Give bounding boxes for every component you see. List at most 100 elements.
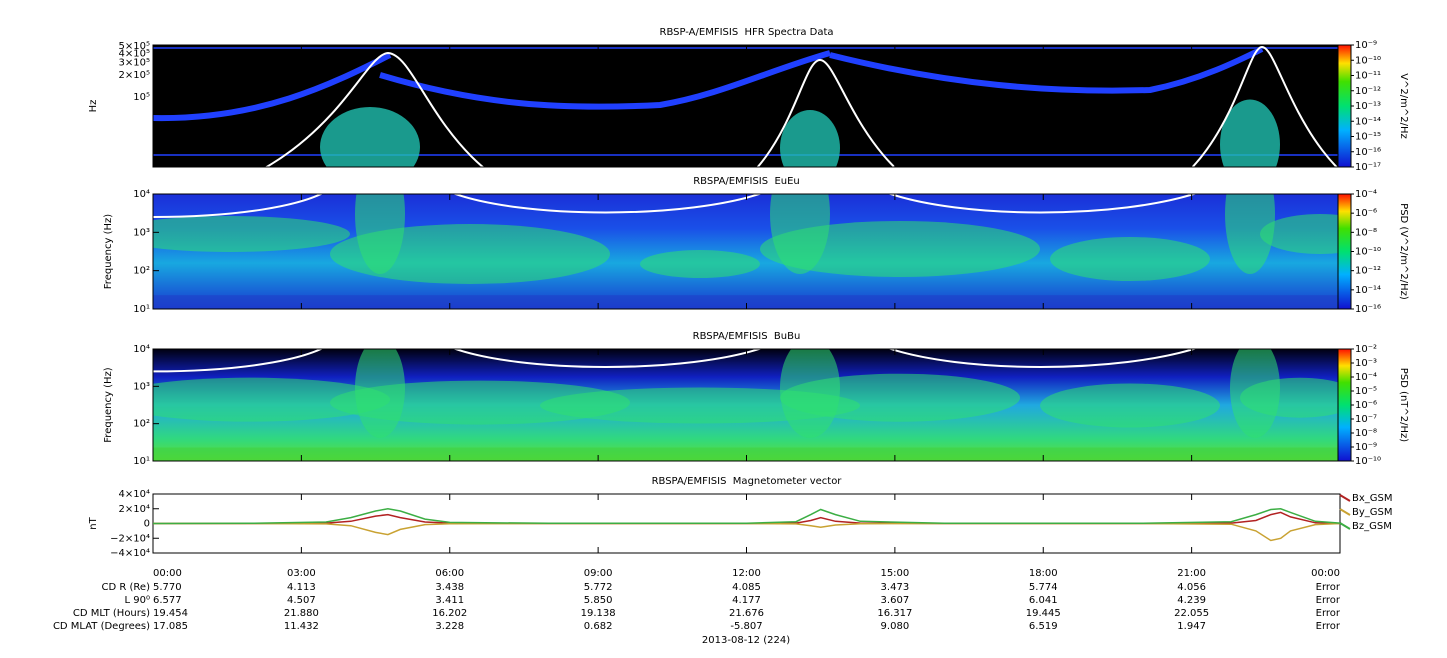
emission-blob <box>780 349 840 438</box>
y-tick-label: 10¹ <box>133 456 150 467</box>
series-line <box>153 522 1341 542</box>
y-tick-label: 2×10⁴ <box>119 504 150 515</box>
plasma-frequency-curve <box>264 45 1339 167</box>
colorbar-tick-label: 10⁻¹⁴ <box>1355 285 1381 296</box>
series-line <box>153 511 1341 525</box>
legend-label: Bx_GSM <box>1352 493 1393 504</box>
ephemeris-value: 3.411 <box>435 595 464 606</box>
colorbar-tick-label: 10⁻¹⁶ <box>1355 147 1381 158</box>
ephemeris-value: 4.507 <box>287 595 316 606</box>
ephemeris-value: 16.202 <box>432 608 467 619</box>
emission-blob <box>1225 194 1275 274</box>
x-tick-label: 21:00 <box>1177 568 1206 579</box>
spectrogram <box>153 349 1340 461</box>
colorbar-tick-label: 10⁻¹² <box>1355 86 1381 97</box>
emission-blob <box>153 377 390 422</box>
ephemeris-value: 0.682 <box>584 621 613 632</box>
ephemeris-value: Error <box>1316 621 1341 632</box>
colorbar-label: V^2/m^2/Hz <box>1398 73 1409 139</box>
ephemeris-label: CD MLAT (Degrees) <box>53 621 150 632</box>
colorbar-label: PSD (V^2/m^2/Hz) <box>1398 203 1409 300</box>
ephemeris-value: 17.085 <box>153 621 188 632</box>
ephemeris-value: 4.239 <box>1177 595 1206 606</box>
ephemeris-value: 19.138 <box>581 608 616 619</box>
colorbar-tick-label: 10⁻¹¹ <box>1355 71 1381 82</box>
y-axis-label: nT <box>88 516 99 529</box>
y-tick-label: 10⁵ <box>133 92 150 103</box>
ephemeris-value: 6.577 <box>153 595 182 606</box>
y-axis-label: Frequency (Hz) <box>103 214 114 290</box>
emission-blob <box>1050 237 1210 281</box>
colorbar-tick-label: 10⁻¹⁶ <box>1355 304 1381 315</box>
legend-label: Bz_GSM <box>1352 521 1392 532</box>
x-tick-label: 18:00 <box>1029 568 1058 579</box>
ephemeris-value: 1.947 <box>1177 621 1206 632</box>
emission-blob <box>355 349 405 438</box>
colorbar <box>1337 348 1352 462</box>
panel-title: RBSPA/EMFISIS Magnetometer vector <box>652 476 843 487</box>
ephemeris-label: CD MLT (Hours) <box>73 608 150 619</box>
colorbar-tick-label: 10⁻⁸ <box>1355 227 1377 238</box>
x-axis-label: 2013-08-12 (224) <box>702 635 790 646</box>
emission-blob <box>1040 383 1220 428</box>
emission-blob <box>540 387 860 424</box>
x-tick-label: 12:00 <box>732 568 761 579</box>
emission-blob <box>640 250 760 278</box>
emission-blob <box>320 107 420 167</box>
colorbar-tick-label: 10⁻⁹ <box>1355 442 1377 453</box>
colorbar-tick-label: 10⁻¹⁰ <box>1355 247 1381 258</box>
colorbar-tick-label: 10⁻⁴ <box>1355 189 1377 200</box>
x-tick-label: 15:00 <box>880 568 909 579</box>
y-tick-label: 5×10⁵ <box>119 41 150 52</box>
emission-blob <box>780 373 1020 422</box>
y-tick-label: 10³ <box>133 381 150 392</box>
ephemeris-value: 6.519 <box>1029 621 1058 632</box>
y-axis-label: Frequency (Hz) <box>103 367 114 443</box>
y-tick-label: 10⁴ <box>133 189 150 200</box>
legend-swatch <box>1339 522 1351 530</box>
colorbar-tick-label: 10⁻⁸ <box>1355 428 1377 439</box>
colorbar-tick-label: 10⁻¹⁰ <box>1355 456 1381 467</box>
colorbar-tick-label: 10⁻⁶ <box>1355 400 1377 411</box>
series-line <box>152 508 1341 525</box>
colorbar <box>1337 44 1352 168</box>
colorbar-tick-label: 10⁻¹⁵ <box>1355 132 1381 143</box>
ephemeris-value: 4.056 <box>1177 582 1206 593</box>
panel-title: RBSPA/EMFISIS BuBu <box>693 331 801 342</box>
ephemeris-value: Error <box>1316 608 1341 619</box>
colorbar-tick-label: 10⁻⁹ <box>1355 40 1377 51</box>
y-tick-label: −2×10⁴ <box>110 533 150 544</box>
y-tick-label: 4×10⁴ <box>119 489 150 500</box>
colorbar-tick-label: 10⁻¹⁷ <box>1355 162 1381 173</box>
ephemeris-value: 5.772 <box>584 582 613 593</box>
ephemeris-value: 5.850 <box>584 595 613 606</box>
ephemeris-value: Error <box>1316 595 1341 606</box>
legend-swatch <box>1339 494 1351 502</box>
colorbar-tick-label: 10⁻⁶ <box>1355 208 1377 219</box>
ephemeris-value: 9.080 <box>881 621 910 632</box>
plasma-frequency-curve <box>153 194 1197 218</box>
ephemeris-value: 21.880 <box>284 608 319 619</box>
ephemeris-value: 3.473 <box>881 582 910 593</box>
emission-blob <box>1220 99 1280 167</box>
y-tick-label: 10¹ <box>133 304 150 315</box>
x-tick-label: 09:00 <box>584 568 613 579</box>
legend-swatch <box>1339 508 1351 516</box>
emission-blob <box>355 194 405 274</box>
colorbar-tick-label: 10⁻² <box>1355 344 1377 355</box>
colorbar-tick-label: 10⁻¹⁰ <box>1355 55 1381 66</box>
y-tick-label: −4×10⁴ <box>110 548 150 559</box>
colorbar-tick-label: 10⁻¹⁴ <box>1355 116 1381 127</box>
y-tick-label: 10⁴ <box>133 344 150 355</box>
ephemeris-value: 19.454 <box>153 608 188 619</box>
ephemeris-value: 16.317 <box>877 608 912 619</box>
y-tick-label: 3×10⁵ <box>119 57 150 68</box>
ephemeris-value: 5.770 <box>153 582 182 593</box>
emission-blob <box>1260 214 1340 254</box>
legend-label: By_GSM <box>1352 507 1393 518</box>
ephemeris-value: 3.438 <box>435 582 464 593</box>
x-tick-label: 00:00 <box>153 568 182 579</box>
ephemeris-value: 19.445 <box>1026 608 1061 619</box>
y-axis-label: Hz <box>88 100 99 113</box>
colorbar-tick-label: 10⁻⁷ <box>1355 414 1377 425</box>
